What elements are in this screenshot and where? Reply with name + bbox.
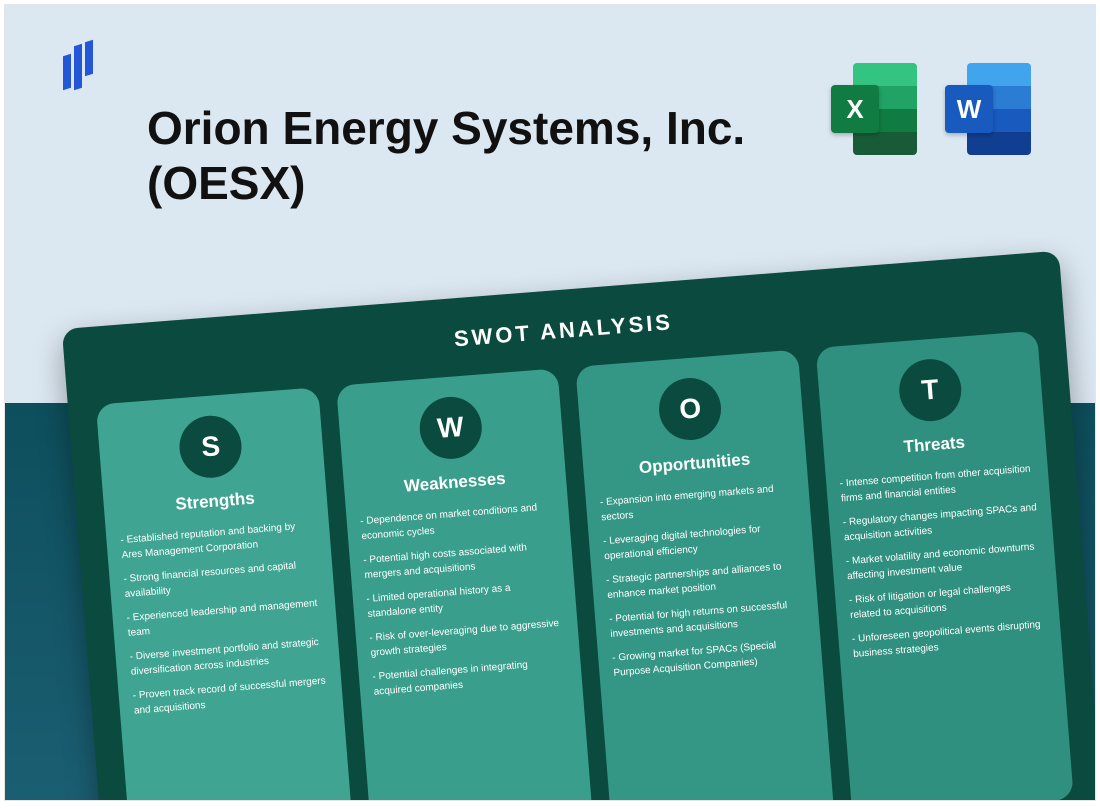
swot-column-o: OOpportunities- Expansion into emerging … bbox=[575, 349, 834, 801]
swot-item: - Growing market for SPACs (Special Purp… bbox=[612, 636, 808, 681]
swot-column-s: S Strengths- Established reputation and b… bbox=[96, 387, 355, 801]
swot-letter-circle: T bbox=[897, 357, 964, 424]
swot-item-list: - Intense competition from other acquisi… bbox=[839, 461, 1047, 662]
swot-item: - Potential high costs associated with m… bbox=[363, 538, 559, 583]
swot-item: - Strategic partnerships and alliances t… bbox=[606, 558, 802, 603]
swot-item-list: - Dependence on market conditions and ec… bbox=[360, 499, 568, 700]
swot-column-title: Weaknesses bbox=[357, 465, 552, 500]
swot-item-list: - Expansion into emerging markets and se… bbox=[600, 480, 808, 681]
swot-letter-circle: S bbox=[177, 413, 244, 480]
page-title: Orion Energy Systems, Inc. (OESX) bbox=[147, 101, 767, 211]
swot-item: - Regulatory changes impacting SPACs and… bbox=[842, 500, 1038, 545]
swot-column-title: Threats bbox=[837, 427, 1032, 462]
swot-column-t: TThreats- Intense competition from other… bbox=[815, 331, 1074, 801]
swot-item: - Unforeseen geopolitical events disrupt… bbox=[852, 617, 1048, 662]
swot-item: - Limited operational history as a stand… bbox=[366, 577, 562, 622]
swot-letter-circle: O bbox=[657, 376, 724, 443]
swot-item: - Market volatility and economic downtur… bbox=[845, 539, 1041, 584]
infographic-frame: Orion Energy Systems, Inc. (OESX) X W S W… bbox=[4, 4, 1096, 801]
swot-columns: S Strengths- Established reputation and b… bbox=[96, 331, 1074, 801]
swot-card: SWOT ANALYSIS SStrengths- Established re… bbox=[62, 251, 1096, 801]
swot-item: - Experienced leadership and management … bbox=[126, 596, 322, 641]
swot-item-list: - Established reputation and backing by … bbox=[120, 518, 328, 719]
swot-item: - Potential challenges in integrating ac… bbox=[372, 655, 568, 700]
word-file-icon: W bbox=[945, 63, 1031, 155]
swot-item: - Risk of litigation or legal challenges… bbox=[848, 578, 1044, 623]
swot-item: - Dependence on market conditions and ec… bbox=[360, 499, 556, 544]
swot-item: - Expansion into emerging markets and se… bbox=[600, 480, 796, 525]
swot-item: - Leveraging digital technologies for op… bbox=[603, 519, 799, 564]
file-icons: X W bbox=[831, 63, 1031, 155]
brand-logo bbox=[63, 41, 93, 89]
excel-file-icon: X bbox=[831, 63, 917, 155]
swot-letter-circle: W bbox=[417, 395, 484, 462]
swot-item: - Proven track record of successful merg… bbox=[132, 673, 328, 718]
swot-item: - Established reputation and backing by … bbox=[120, 518, 316, 563]
swot-item: - Strong financial resources and capital… bbox=[123, 557, 319, 602]
swot-item: - Diverse investment portfolio and strat… bbox=[129, 635, 325, 680]
excel-badge: X bbox=[831, 85, 879, 133]
swot-column-title: Opportunities bbox=[597, 446, 792, 481]
swot-column-title: Strengths bbox=[117, 484, 312, 519]
word-badge: W bbox=[945, 85, 993, 133]
brand-logo-icon bbox=[63, 41, 93, 89]
swot-item: - Potential for high returns on successf… bbox=[609, 597, 805, 642]
swot-item: - Intense competition from other acquisi… bbox=[839, 461, 1035, 506]
swot-item: - Risk of over-leveraging due to aggress… bbox=[369, 616, 565, 661]
swot-column-w: WWeaknesses- Dependence on market condit… bbox=[336, 368, 595, 801]
